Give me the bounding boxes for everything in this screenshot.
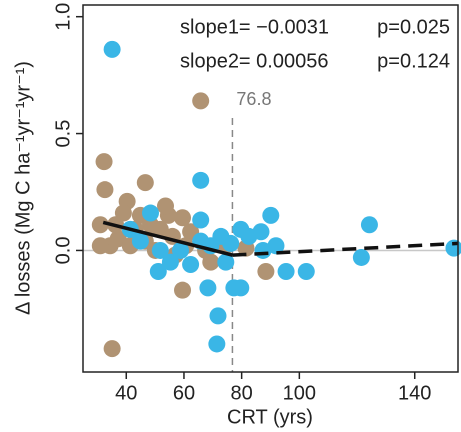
annotation: slope2= 0.00056: [180, 50, 328, 72]
annotation: p=0.124: [377, 50, 450, 72]
x-tick-label: 60: [173, 382, 195, 404]
point: [96, 181, 114, 199]
point: [222, 234, 240, 252]
point: [157, 197, 174, 215]
point: [267, 237, 285, 255]
point: [103, 40, 121, 58]
point: [91, 237, 109, 255]
point: [131, 232, 149, 250]
y-tick-label: 0.0: [52, 237, 74, 265]
point: [151, 241, 169, 259]
point: [174, 281, 192, 299]
y-tick-label: 1.0: [52, 3, 74, 31]
point: [136, 174, 154, 192]
point: [172, 241, 189, 259]
annotation: p=0.025: [377, 16, 450, 38]
fit-line: [232, 241, 459, 257]
annotation: slope1= −0.0031: [180, 16, 329, 38]
point: [297, 262, 315, 280]
x-axis-label: CRT (yrs): [227, 406, 313, 428]
x-tick-label: 80: [231, 382, 253, 404]
point: [182, 255, 200, 273]
x-tick-label: 140: [398, 382, 431, 404]
y-tick-label: 0.5: [52, 120, 74, 148]
point: [161, 253, 179, 271]
plot-frame: [82, 4, 459, 373]
x-tick-label: 100: [283, 382, 316, 404]
point: [192, 92, 210, 110]
point: [252, 223, 270, 241]
point: [103, 340, 121, 358]
point: [199, 279, 217, 297]
point: [192, 171, 210, 189]
point: [95, 153, 113, 171]
point: [91, 216, 109, 234]
point: [174, 209, 192, 227]
point: [208, 335, 226, 353]
point: [360, 216, 378, 234]
point: [352, 248, 370, 266]
point: [192, 211, 210, 229]
point: [277, 262, 295, 280]
point: [149, 262, 167, 280]
point: [209, 307, 227, 325]
x-tick-label: 40: [115, 382, 137, 404]
breakpoint-label: 76.8: [236, 89, 271, 109]
point: [142, 204, 159, 222]
point: [257, 262, 275, 280]
point: [202, 253, 220, 271]
point: [217, 253, 235, 271]
y-axis-label: Δ losses (Mg C ha⁻¹yr⁻¹yr⁻¹): [12, 61, 34, 315]
point: [262, 206, 280, 224]
point: [232, 279, 250, 297]
fit-line: [102, 220, 233, 257]
